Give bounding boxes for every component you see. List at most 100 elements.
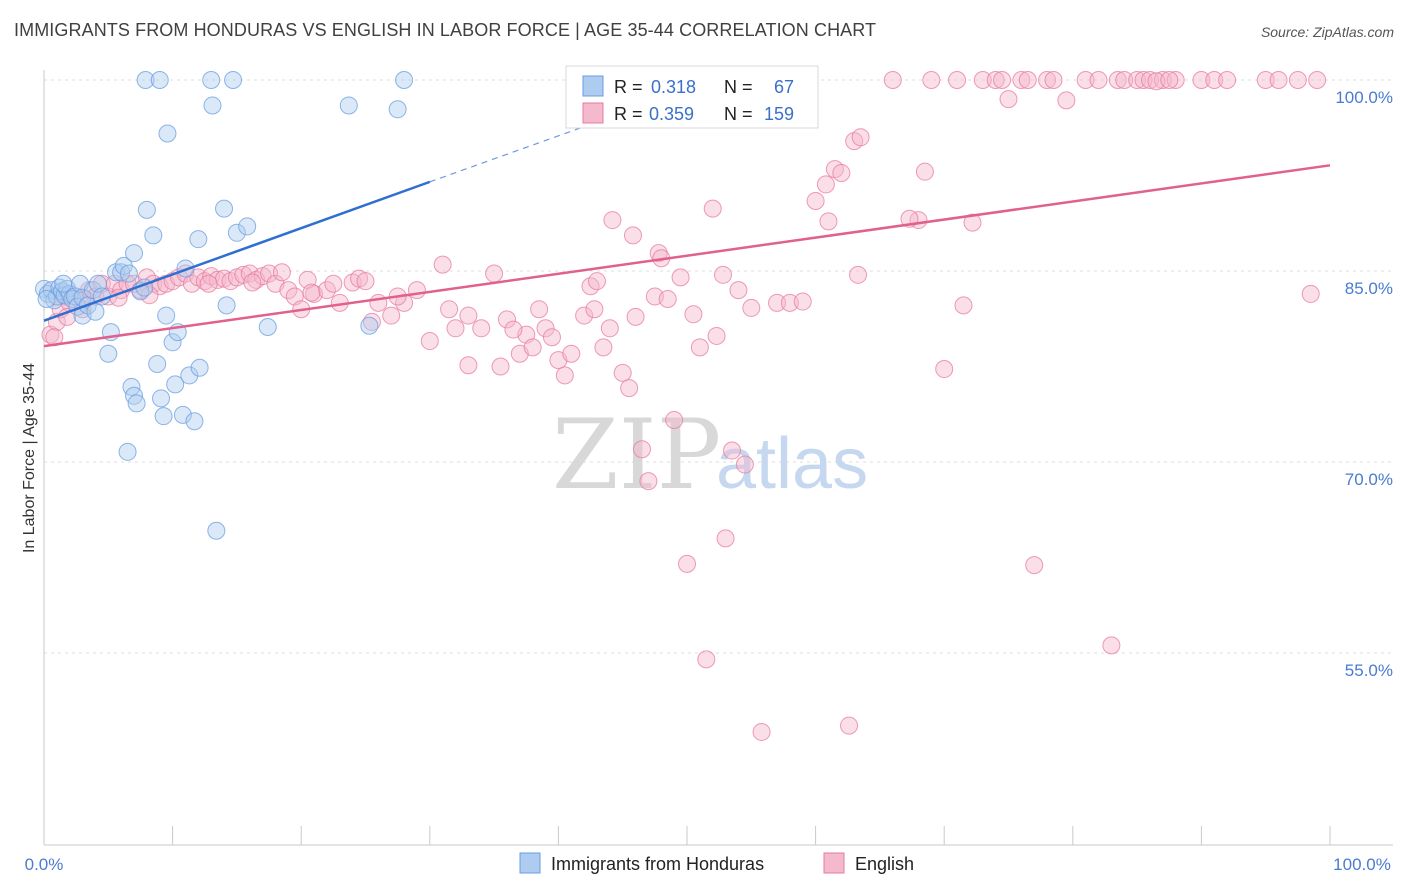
english-point-55 bbox=[433, 255, 452, 274]
honduras-point-54 bbox=[207, 521, 226, 540]
honduras-point-51 bbox=[190, 358, 209, 377]
honduras-point-57 bbox=[224, 71, 243, 89]
english-point-130 bbox=[1025, 556, 1044, 575]
honduras-point-60 bbox=[258, 318, 277, 337]
english-point-60 bbox=[472, 319, 491, 338]
honduras-point-58 bbox=[227, 223, 246, 242]
honduras-point-55 bbox=[215, 199, 234, 218]
english-point-104 bbox=[768, 293, 787, 312]
legend-r-value-1: 0.318 bbox=[651, 77, 696, 97]
honduras-point-36 bbox=[144, 226, 163, 245]
english-point-86 bbox=[649, 244, 668, 263]
english-point-92 bbox=[684, 305, 703, 324]
x-tick-label-max: 100.0% bbox=[1333, 855, 1391, 874]
watermark-zip: ZIP bbox=[552, 399, 721, 511]
english-point-51 bbox=[382, 306, 401, 325]
legend-n-value-1: 67 bbox=[774, 77, 794, 97]
honduras-point-34 bbox=[136, 71, 155, 89]
trend-lines bbox=[43, 121, 1331, 348]
english-point-50 bbox=[369, 293, 388, 312]
english-point-122 bbox=[948, 71, 967, 89]
legend-background bbox=[565, 65, 819, 129]
honduras-point-31 bbox=[127, 394, 146, 413]
english-point-168 bbox=[1308, 71, 1327, 89]
axes bbox=[43, 70, 1393, 846]
english-point-68 bbox=[536, 319, 555, 338]
english-point-67 bbox=[530, 300, 549, 319]
english-point-148 bbox=[1301, 284, 1320, 303]
english-trend-line bbox=[43, 164, 1331, 348]
english-point-125 bbox=[986, 71, 1005, 89]
english-point-132 bbox=[1044, 71, 1063, 89]
english-point-137 bbox=[1115, 71, 1134, 89]
honduras-point-38 bbox=[150, 71, 169, 89]
english-point-133 bbox=[1076, 71, 1095, 89]
watermark-atlas: atlas bbox=[716, 424, 868, 504]
english-point-161 bbox=[849, 265, 868, 284]
english-point-109 bbox=[806, 191, 825, 210]
english-point-79 bbox=[613, 363, 632, 382]
english-point-129 bbox=[1018, 71, 1037, 89]
english-point-43 bbox=[317, 281, 336, 300]
honduras-point-29 bbox=[125, 244, 144, 263]
honduras-point-61 bbox=[339, 96, 358, 115]
english-point-95 bbox=[703, 199, 722, 218]
bottom-legend: Immigrants from Honduras English bbox=[519, 852, 914, 874]
y-tick-label-3: 100.0% bbox=[1335, 88, 1393, 107]
english-point-66 bbox=[523, 338, 542, 357]
honduras-point-43 bbox=[163, 333, 182, 352]
english-point-77 bbox=[600, 319, 619, 338]
english-point-136 bbox=[1108, 71, 1127, 89]
honduras-point-37 bbox=[148, 354, 167, 373]
honduras-point-66 bbox=[54, 274, 73, 293]
english-point-56 bbox=[440, 300, 459, 319]
english-point-131 bbox=[1038, 71, 1057, 89]
honduras-point-18 bbox=[86, 302, 105, 321]
english-point-123 bbox=[954, 296, 973, 315]
honduras-point-64 bbox=[395, 71, 414, 89]
english-point-94 bbox=[697, 650, 716, 669]
honduras-point-52 bbox=[202, 71, 221, 89]
english-point-113 bbox=[832, 163, 851, 182]
english-point-164 bbox=[1057, 91, 1076, 110]
english-point-126 bbox=[993, 71, 1012, 89]
honduras-point-44 bbox=[166, 375, 185, 394]
english-point-146 bbox=[1256, 71, 1275, 89]
english-point-121 bbox=[935, 360, 954, 379]
y-tick-label-2: 85.0% bbox=[1345, 279, 1393, 298]
english-point-72 bbox=[562, 344, 581, 363]
english-point-53 bbox=[407, 281, 426, 300]
legend-r-label-2: R = bbox=[614, 104, 643, 124]
english-point-142 bbox=[1166, 71, 1185, 89]
english-point-127 bbox=[999, 90, 1018, 109]
honduras-point-65 bbox=[37, 290, 56, 309]
honduras-point-59 bbox=[238, 217, 257, 236]
english-point-48 bbox=[356, 272, 375, 291]
english-point-100 bbox=[735, 455, 754, 474]
bottom-legend-label-honduras: Immigrants from Honduras bbox=[551, 854, 764, 874]
english-point-90 bbox=[671, 268, 690, 287]
english-point-140 bbox=[1140, 71, 1159, 89]
honduras-point-48 bbox=[180, 366, 199, 385]
honduras-point-46 bbox=[173, 405, 192, 424]
legend-r-value-2: 0.359 bbox=[649, 104, 694, 124]
bottom-legend-swatch-english bbox=[823, 852, 845, 874]
english-points bbox=[41, 71, 1327, 741]
honduras-point-27 bbox=[118, 442, 137, 461]
english-point-69 bbox=[542, 328, 561, 347]
legend-box: R = 0.318 N = 67 R = 0.359 N = 159 bbox=[565, 65, 819, 129]
legend-swatch-english bbox=[582, 102, 604, 124]
legend-swatch-honduras bbox=[582, 75, 604, 97]
bottom-legend-swatch-honduras bbox=[519, 852, 541, 874]
x-tick-label-min: 0.0% bbox=[25, 855, 64, 874]
english-point-167 bbox=[1288, 71, 1307, 89]
honduras-points bbox=[35, 71, 414, 540]
honduras-point-41 bbox=[157, 306, 176, 325]
legend-n-label-2: N = bbox=[724, 104, 753, 124]
honduras-point-35 bbox=[137, 200, 156, 219]
english-point-165 bbox=[1147, 72, 1166, 91]
english-point-73 bbox=[575, 306, 594, 325]
english-point-110 bbox=[816, 175, 835, 194]
legend-n-value-2: 159 bbox=[764, 104, 794, 124]
